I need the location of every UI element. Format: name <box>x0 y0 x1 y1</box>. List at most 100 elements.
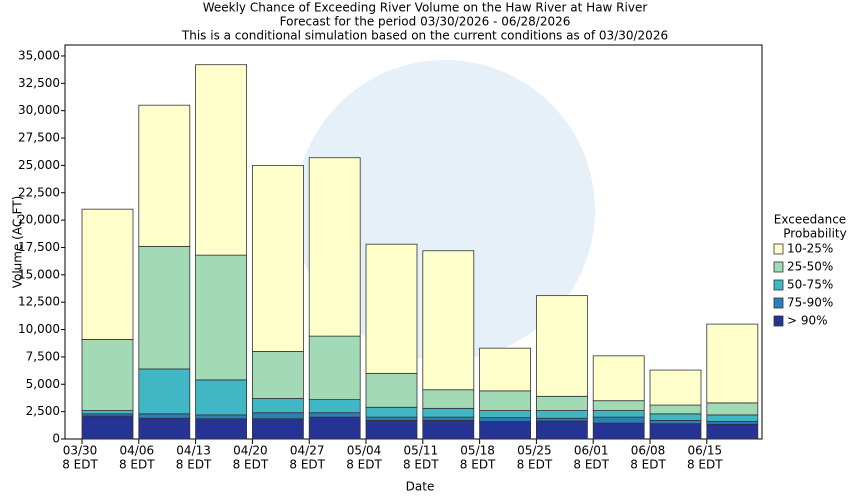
x-tick-sublabel: 8 EDT <box>573 458 609 472</box>
bar-segment <box>649 369 702 406</box>
x-tick-label: 05/18 <box>460 444 495 458</box>
bar-segment <box>536 420 588 440</box>
bar-segment <box>536 417 588 422</box>
x-tick-sublabel: 8 EDT <box>176 458 212 472</box>
x-tick-label: 06/01 <box>574 444 609 458</box>
chart-note: This is a conditional simulation based o… <box>181 29 668 43</box>
bar-segment <box>138 417 191 440</box>
x-tick-label: 06/08 <box>631 444 666 458</box>
x-tick-label: 04/13 <box>176 444 211 458</box>
y-tick-label: 25,000 <box>18 158 60 172</box>
bar-segment <box>138 413 191 419</box>
bar-segment <box>706 414 759 422</box>
y-axis-label: Volume (AC-FT) <box>11 196 25 289</box>
bar-segment <box>649 413 702 421</box>
bar-segment <box>479 417 532 422</box>
bar-segment <box>536 395 588 411</box>
bar-segment <box>365 416 418 421</box>
bar-segment <box>706 423 759 440</box>
x-tick-sublabel: 8 EDT <box>403 458 439 472</box>
bar-segment <box>308 157 361 337</box>
bar-segment <box>138 245 191 370</box>
bar-segment <box>706 402 759 416</box>
bar-segment <box>649 419 702 425</box>
bar-segment <box>422 250 475 391</box>
x-tick-label: 04/06 <box>120 444 155 458</box>
y-tick-label: 27,500 <box>18 131 60 145</box>
bar-segment <box>308 416 361 440</box>
y-tick-label: 7,500 <box>26 349 60 363</box>
y-tick-label: 30,000 <box>18 103 60 117</box>
bar-segment <box>365 419 418 440</box>
bar-segment <box>422 389 475 409</box>
bar-segment <box>138 368 191 415</box>
bar-segment <box>81 410 134 415</box>
x-tick-label: 04/27 <box>290 444 325 458</box>
bar-segment <box>649 404 702 415</box>
bar-segment <box>365 372 418 408</box>
bar-segment <box>195 379 248 416</box>
bar-segment <box>649 423 702 440</box>
bar-segment <box>479 347 532 392</box>
bar-segment <box>251 418 304 440</box>
y-tick-label: 10,000 <box>18 322 60 336</box>
bar-segment <box>592 416 645 424</box>
y-tick-label: 20,000 <box>18 213 60 227</box>
bar-segment <box>422 407 475 418</box>
x-axis-label: Date <box>406 480 435 494</box>
bar-segment <box>138 104 191 247</box>
bar-segment <box>706 421 759 425</box>
bar-segment <box>308 399 361 414</box>
bar-segment <box>308 412 361 418</box>
bar-segment <box>479 410 532 419</box>
chart-subtitle: Forecast for the period 03/30/2026 - 06/… <box>280 15 571 29</box>
y-tick-label: 17,500 <box>18 240 60 254</box>
bar-segment <box>706 323 759 404</box>
legend-swatch <box>773 315 784 327</box>
bar-segment <box>81 339 134 411</box>
bar-segment <box>592 410 645 418</box>
bar-segment <box>308 335 361 401</box>
bar-segment <box>365 243 418 374</box>
bar-segment <box>195 414 248 420</box>
bar-segment <box>422 416 475 421</box>
bar-segment <box>592 355 645 402</box>
x-tick-label: 05/04 <box>347 444 382 458</box>
bar-segment <box>536 295 588 397</box>
legend-swatch <box>773 243 784 255</box>
legend-label: 10-25% <box>787 242 833 256</box>
y-tick-label: 0 <box>52 432 60 446</box>
y-tick-label: 2,500 <box>26 404 60 418</box>
x-tick-sublabel: 8 EDT <box>119 458 155 472</box>
y-tick-label: 22,500 <box>18 185 60 199</box>
bar-segment <box>365 406 418 418</box>
chart-title: Weekly Chance of Exceeding River Volume … <box>203 1 648 15</box>
legend-label: 25-50% <box>787 260 833 274</box>
x-tick-label: 05/11 <box>404 444 439 458</box>
y-tick-label: 12,500 <box>18 295 60 309</box>
bar-segment <box>536 410 588 419</box>
x-tick-sublabel: 8 EDT <box>62 458 98 472</box>
x-tick-sublabel: 8 EDT <box>289 458 325 472</box>
bar-segment <box>422 419 475 440</box>
bar-segment <box>81 208 134 340</box>
legend-label: > 90% <box>787 314 828 328</box>
y-tick-label: 5,000 <box>26 377 60 391</box>
y-tick-label: 35,000 <box>18 48 60 62</box>
bar-segment <box>251 164 304 352</box>
legend-swatch <box>773 261 784 273</box>
bar-segment <box>251 412 304 420</box>
x-tick-label: 04/20 <box>233 444 268 458</box>
legend-swatch <box>773 279 784 291</box>
bar-segment <box>479 421 532 440</box>
x-tick-sublabel: 8 EDT <box>687 458 723 472</box>
bar-segment <box>81 415 134 440</box>
x-tick-sublabel: 8 EDT <box>460 458 496 472</box>
bar-segment <box>592 422 645 440</box>
x-tick-sublabel: 8 EDT <box>233 458 269 472</box>
bar-segment <box>479 390 532 411</box>
bar-segment <box>592 400 645 411</box>
bar-segment <box>195 64 248 256</box>
legend-label: 75-90% <box>787 296 833 310</box>
